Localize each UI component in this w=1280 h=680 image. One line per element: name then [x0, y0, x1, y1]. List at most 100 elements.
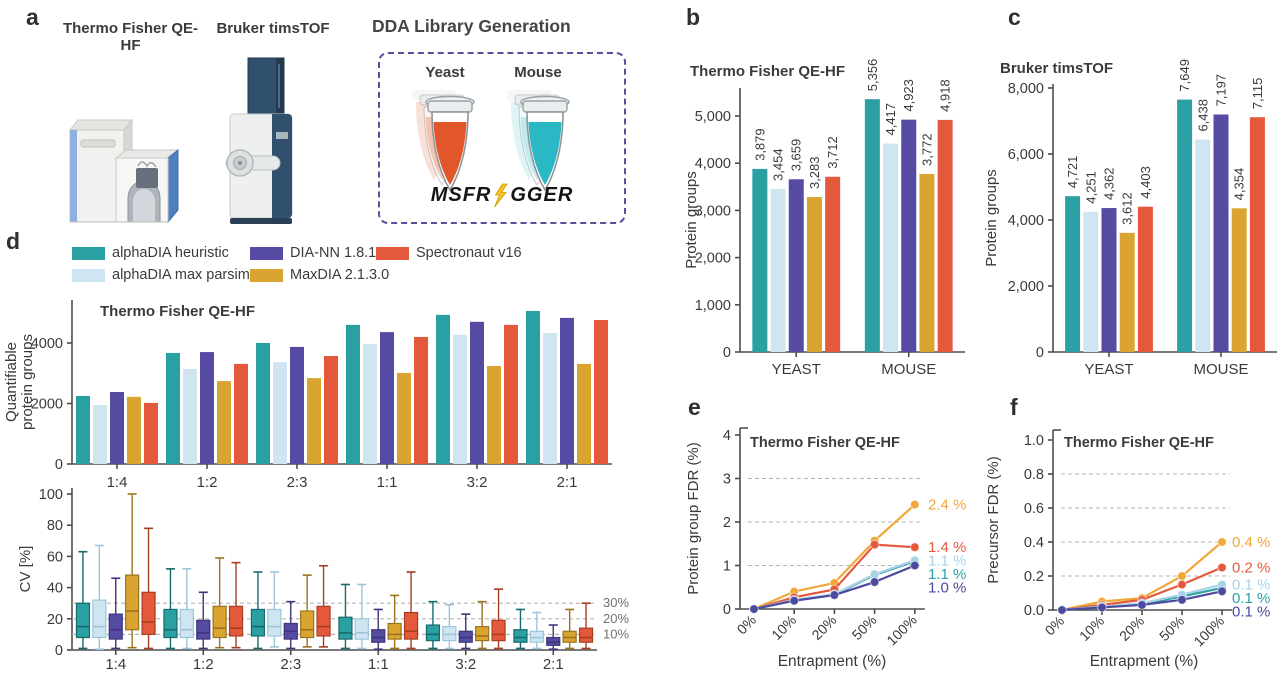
bar-teal [1177, 99, 1193, 352]
data-point-red [910, 542, 920, 553]
legend-item: MaxDIA 2.1.3.0 [250, 267, 389, 283]
legend-item: DIA-NN 1.8.1 [250, 245, 376, 261]
y-tick-label: 4,000 [695, 156, 731, 172]
x-category-label: YEAST [1084, 361, 1133, 378]
x-axis-label: Entrapment (%) [1090, 653, 1199, 670]
y-tick-label: 3 [723, 472, 731, 488]
x-tick-label: 50% [1156, 613, 1187, 644]
bar-value-label: 4,403 [1138, 166, 1153, 199]
bruker-instrument-illustration [225, 57, 293, 224]
bar-lightblue [883, 143, 899, 352]
x-category-label: 2:3 [280, 656, 301, 673]
box-gold [212, 605, 227, 639]
bar-lightblue [273, 362, 287, 464]
box-lightblue [92, 599, 107, 639]
series-end-label: 0.4 % [1232, 534, 1270, 551]
x-category-label: 3:2 [467, 474, 488, 491]
box-teal [75, 602, 91, 639]
legend-swatch-red [376, 246, 409, 260]
bar-teal [752, 168, 768, 352]
x-tick-label: 20% [808, 612, 839, 643]
x-tick-label: 100% [883, 612, 920, 649]
box-teal [163, 608, 178, 639]
data-point-gold_line [1177, 571, 1187, 581]
data-point-purple_line [1217, 586, 1227, 597]
bar-teal [76, 395, 90, 464]
bar-value-label: 3,659 [789, 139, 804, 172]
bar-lightblue [543, 333, 557, 464]
panel-d-box-plot: 0 20 40 60 80 100 CV [%] 30%20%10% 1:4 1:2 2:3 1:1 3… [17, 487, 629, 673]
yeast-tube-illustration [412, 90, 475, 192]
legend-label: DIA-NN 1.8.1 [290, 245, 377, 261]
data-point-purple_line [829, 590, 840, 600]
legend-item: Spectronaut v16 [376, 245, 522, 261]
x-category-label: 2:1 [543, 656, 564, 673]
box-teal [250, 608, 266, 637]
bar-purple [1101, 208, 1117, 352]
bar-gold [217, 381, 231, 464]
bar-value-label: 3,772 [919, 133, 934, 166]
box-purple [196, 619, 211, 640]
bar-lightblue [1195, 139, 1211, 352]
x-axis-label: Entrapment (%) [778, 653, 887, 670]
legend-swatch-purple [250, 246, 283, 260]
x-category-label: MOUSE [881, 361, 936, 378]
bar-teal [166, 352, 180, 464]
y-tick-label: 2000 [31, 397, 63, 413]
bar-red [504, 324, 518, 464]
series-end-label: 0.1 % [1232, 590, 1270, 607]
x-tick-label: 20% [1116, 613, 1147, 644]
thermo-instrument-illustration [68, 118, 180, 224]
bar-value-label: 4,417 [883, 103, 898, 136]
legend-swatch-teal [72, 246, 105, 260]
bar-red [825, 176, 841, 352]
box-purple [371, 629, 386, 643]
x-category-label: 1:4 [107, 474, 128, 491]
y-axis-label: Quantifiableprotein groups [3, 334, 36, 430]
y-tick-label: 4,000 [1008, 213, 1044, 229]
y-tick-label: 0 [723, 602, 731, 618]
chart-title: Thermo Fisher QE-HF [750, 435, 900, 451]
mouse-tube-illustration [507, 90, 570, 192]
y-axis-label: Protein group FDR (%) [685, 442, 702, 595]
bar-purple [1213, 114, 1229, 353]
x-category-label: 1:1 [377, 474, 398, 491]
lightning-bolt-icon [494, 183, 509, 207]
bar-red [594, 320, 608, 464]
bar-lightblue [363, 343, 377, 464]
series-end-label: 0.1 % [1232, 604, 1270, 621]
bar-gold [806, 197, 822, 352]
panel-c-chart: 0 2,000 4,000 6,000 8,000 Bruker timsTOF Prote… [983, 59, 1277, 378]
panel-d-letter: d [6, 228, 21, 254]
bar-purple [788, 179, 804, 352]
y-tick-label: 4000 [31, 336, 63, 352]
legend-item: alphaDIA max parsimony [72, 267, 273, 283]
bar-lightblue [453, 334, 467, 464]
bar-red [414, 336, 428, 464]
bar-gold [1119, 232, 1135, 352]
data-point-purple_line [1057, 605, 1067, 615]
legend-swatch-lightblue [72, 268, 105, 282]
box-red [316, 605, 331, 637]
chart-title: Thermo Fisher QE-HF [100, 303, 255, 320]
panel-b-letter: b [686, 4, 701, 30]
series-end-label: 1.4 % [928, 539, 966, 556]
y-tick-label: 0 [55, 643, 63, 659]
y-axis-label: Protein groups [683, 171, 700, 269]
y-tick-label: 20 [47, 612, 63, 628]
box-gold [125, 574, 140, 631]
bar-gold [397, 372, 411, 464]
bar-gold [1231, 208, 1247, 352]
y-tick-label: 100 [39, 487, 63, 503]
series-end-label: 2.4 % [928, 497, 966, 514]
bar-purple [110, 392, 124, 464]
y-tick-label: 4 [723, 428, 731, 444]
data-point-gold_line [1217, 537, 1227, 547]
bar-purple [380, 332, 394, 464]
bar-value-label: 4,923 [901, 79, 916, 112]
bar-purple [470, 321, 484, 464]
series-end-label: 1.0 % [928, 580, 966, 597]
x-tick-label: 10% [768, 612, 799, 643]
bar-red [937, 119, 953, 353]
reference-line-label: 10% [603, 626, 629, 641]
